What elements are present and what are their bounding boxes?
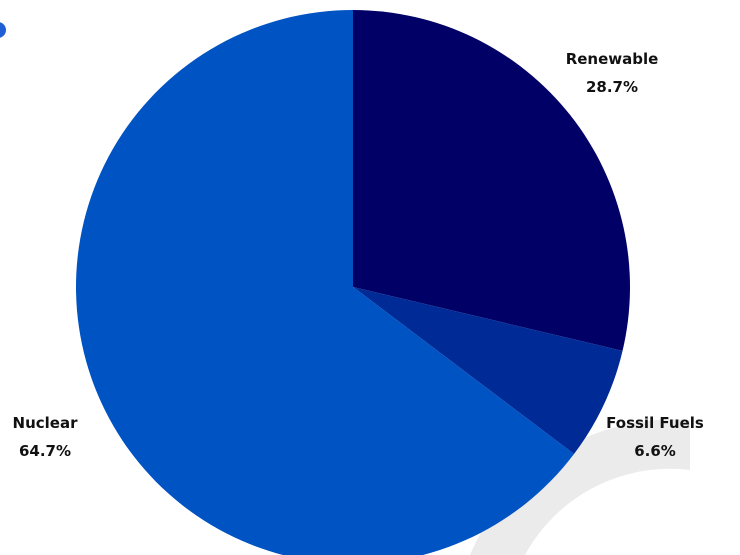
slice-label-nuclear: Nuclear — [13, 414, 79, 432]
pie-slice-fossil-fuels — [353, 287, 623, 455]
pie-slices — [76, 10, 631, 555]
slice-value-renewable: 28.7% — [586, 78, 638, 96]
slice-value-fossil-fuels: 6.6% — [634, 442, 676, 460]
pie-slice-renewable — [353, 10, 631, 351]
slice-value-nuclear: 64.7% — [19, 442, 71, 460]
pie-labels: Renewable 28.7% Fossil Fuels 6.6% Nuclear 64.… — [13, 50, 704, 460]
pie-slice-nuclear — [76, 10, 574, 555]
slice-label-fossil-fuels: Fossil Fuels — [606, 414, 704, 432]
corner-marker — [0, 22, 6, 38]
background-decoration-arc — [470, 419, 690, 555]
slice-label-renewable: Renewable — [566, 50, 659, 68]
